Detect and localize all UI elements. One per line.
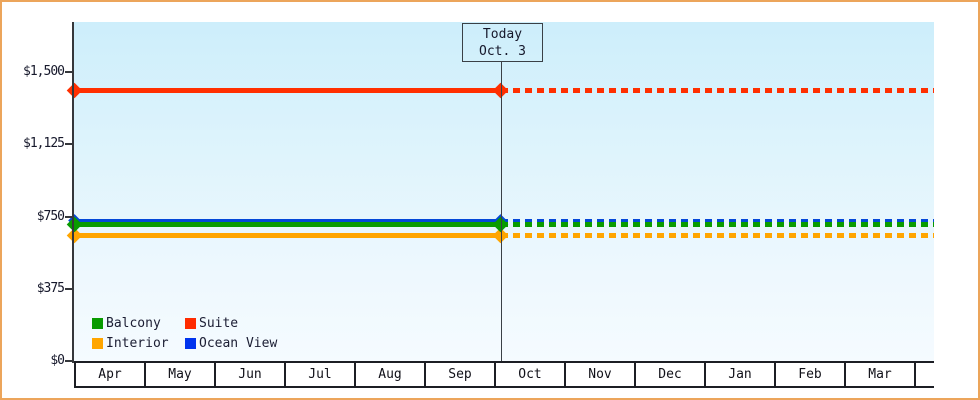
y-tick-mark [65, 360, 74, 362]
y-tick-label: $1,500 [23, 64, 65, 80]
month-label-jan: Jan [704, 363, 774, 386]
month-label-apr: Apr [74, 363, 144, 386]
y-tick-label: $1,125 [23, 136, 65, 152]
y-tick-label: $750 [36, 208, 65, 224]
legend-item-ocean-view: Ocean View [185, 336, 277, 351]
series-marker-suite [66, 82, 82, 99]
month-label-sep: Sep [424, 363, 494, 386]
series-line-solid-balcony [74, 221, 501, 227]
month-cell-partial [914, 363, 934, 386]
legend: Balcony Suite Interior Ocean View [92, 313, 277, 353]
legend-row: Interior Ocean View [92, 333, 277, 353]
series-line-projection-balcony [500, 221, 934, 227]
month-label-mar: Mar [844, 363, 914, 386]
series-line-projection-ocean-view [500, 219, 934, 223]
legend-swatch-icon [92, 317, 103, 329]
month-label-feb: Feb [774, 363, 844, 386]
legend-label: Suite [199, 315, 239, 331]
month-label-jul: Jul [284, 363, 354, 386]
today-annotation-box: Today Oct. 3 [462, 23, 543, 62]
series-line-projection-interior [500, 233, 934, 239]
series-line-solid-ocean-view [74, 219, 501, 223]
legend-label: Ocean View [199, 335, 278, 351]
legend-item-interior: Interior [92, 336, 185, 351]
today-date-label: Oct. 3 [479, 43, 526, 59]
y-tick-label: $375 [36, 280, 65, 296]
legend-label: Balcony [106, 315, 161, 331]
series-line-projection-suite [500, 87, 934, 93]
today-label: Today [482, 26, 523, 42]
x-axis-month-strip: Apr May Jun Jul Aug Sep Oct Nov Dec Jan Feb Mar [74, 361, 934, 388]
y-tick-mark [65, 287, 74, 290]
series-line-solid-suite [74, 87, 501, 93]
y-tick-mark [65, 215, 74, 218]
month-label-oct: Oct [494, 363, 564, 386]
today-marker-line [501, 61, 502, 361]
month-label-aug: Aug [354, 363, 424, 386]
legend-row: Balcony Suite [92, 313, 277, 333]
legend-swatch-icon [185, 337, 196, 349]
y-tick-label: $0 [50, 353, 65, 368]
series-line-solid-interior [74, 233, 501, 239]
legend-item-suite: Suite [185, 316, 238, 331]
month-label-jun: Jun [214, 363, 284, 386]
legend-swatch-icon [92, 337, 103, 349]
month-label-may: May [144, 363, 214, 386]
y-axis-line [72, 22, 74, 363]
plot-area [66, 22, 934, 361]
month-label-nov: Nov [564, 363, 634, 386]
legend-swatch-icon [185, 317, 196, 329]
legend-label: Interior [106, 335, 169, 351]
month-label-dec: Dec [634, 363, 704, 386]
y-tick-mark [65, 143, 74, 146]
legend-item-balcony: Balcony [92, 316, 185, 331]
y-tick-mark [65, 71, 74, 74]
